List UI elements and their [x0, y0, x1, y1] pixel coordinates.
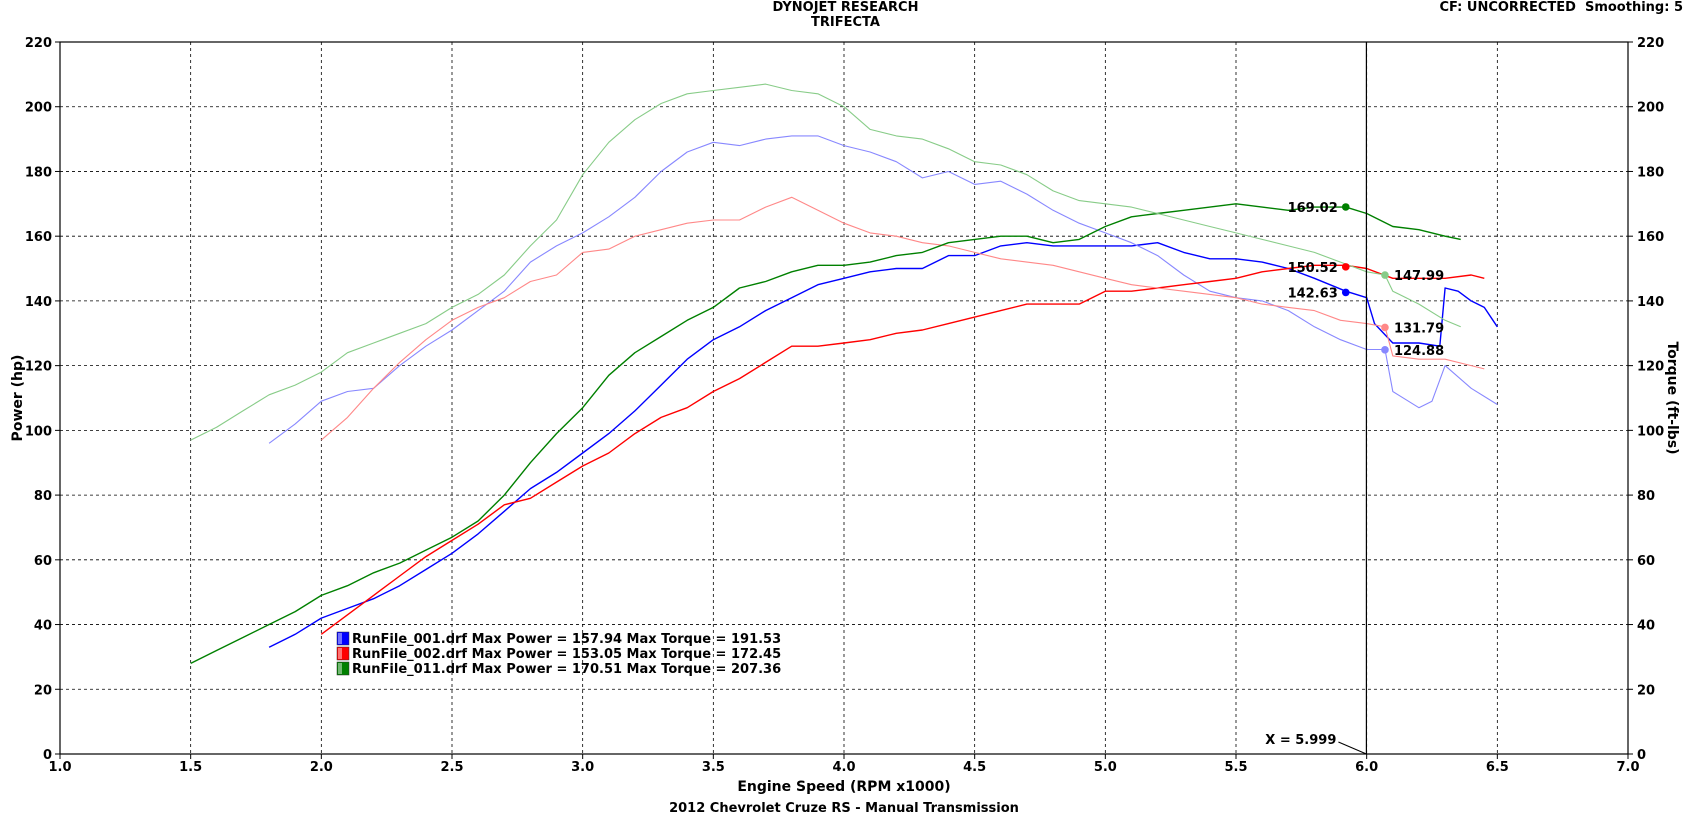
y-tick-label: 180 — [25, 165, 52, 180]
header-settings: CF: UNCORRECTED Smoothing: 5 — [1439, 0, 1683, 15]
cursor-value-label: 169.02 — [1288, 201, 1338, 216]
legend-swatch — [336, 646, 350, 661]
x-tick-label: 2.0 — [310, 760, 333, 775]
x-tick-label: 6.5 — [1486, 760, 1509, 775]
x-tick-label: 4.5 — [963, 760, 986, 775]
legend-swatch-highlight — [338, 663, 342, 674]
series-line-3-torque — [320, 196, 1485, 441]
series-line-5-torque — [190, 83, 1461, 441]
x-tick-label: 2.5 — [440, 760, 463, 775]
y2-tick-label: 140 — [1637, 295, 1664, 310]
cursor-value-label: 124.88 — [1394, 344, 1444, 359]
series-lines — [190, 83, 1498, 665]
cursor-markers: 169.02 150.52 142.63 147.99 131.79 124.88 — [1288, 201, 1445, 359]
y-tick-label: 0 — [43, 748, 52, 763]
cursor-marker — [1381, 271, 1389, 279]
legend-swatch-highlight — [338, 633, 342, 644]
cursor-marker — [1381, 323, 1389, 332]
x-tick-label: 7.0 — [1616, 760, 1639, 775]
header-company: DYNOJET RESEARCH — [772, 0, 919, 15]
footer-vehicle: 2012 Chevrolet Cruze RS - Manual Transmi… — [669, 801, 1019, 816]
y-tick-label: 200 — [25, 101, 52, 116]
y2-tick-labels: 0 20 40 60 80 100 120 140 160 180 200 220 — [1637, 36, 1664, 763]
y2-tick-label: 100 — [1637, 424, 1664, 439]
x-tick-label: 5.0 — [1094, 760, 1117, 775]
legend-entry: RunFile_011.drf Max Power = 170.51 Max T… — [352, 662, 781, 677]
y-tick-label: 160 — [25, 230, 52, 245]
y2-tick-label: 0 — [1637, 748, 1646, 763]
y2-tick-label: 220 — [1637, 36, 1664, 51]
x-tick-label: 3.5 — [702, 760, 725, 775]
y-tick-label: 120 — [25, 360, 52, 375]
y2-tick-label: 160 — [1637, 230, 1664, 245]
cursor-marker — [1341, 203, 1350, 211]
y2-tick-label: 60 — [1637, 554, 1655, 569]
cursor-value-label: 150.52 — [1288, 261, 1338, 276]
x-tick-label: 5.5 — [1224, 760, 1247, 775]
legend-entry: RunFile_001.drf Max Power = 157.94 Max T… — [352, 632, 781, 647]
legend-swatch-highlight — [338, 648, 342, 659]
y-tick-label: 20 — [34, 683, 52, 698]
legend-swatch — [336, 661, 350, 676]
x-axis-label: Engine Speed (RPM x1000) — [737, 779, 950, 795]
y-tick-label: 220 — [25, 36, 52, 51]
y2-tick-label: 20 — [1637, 683, 1655, 698]
y-tick-label: 80 — [34, 489, 52, 504]
y-tick-label: 100 — [25, 424, 52, 439]
x-tick-label: 3.0 — [571, 760, 594, 775]
cursor-pointer — [1338, 741, 1367, 755]
plot-frame — [59, 41, 1629, 755]
series-line-0-power — [268, 241, 1498, 648]
cursor-line-group: X = 5.999 — [1265, 42, 1368, 755]
x-tick-label: 1.5 — [179, 760, 202, 775]
cursor-marker — [1341, 263, 1350, 271]
x-tick-label: 4.0 — [832, 760, 855, 775]
x-tick-label: 6.0 — [1355, 760, 1378, 775]
y-tick-label: 60 — [34, 554, 52, 569]
y2-tick-label: 80 — [1637, 489, 1655, 504]
y-tick-label: 140 — [25, 295, 52, 310]
cursor-value-label: 131.79 — [1394, 321, 1444, 336]
cursor-marker — [1341, 288, 1350, 297]
y2-tick-label: 180 — [1637, 165, 1664, 180]
legend: RunFile_001.drf Max Power = 157.94 Max T… — [336, 631, 781, 677]
legend-entry: RunFile_002.drf Max Power = 153.05 Max T… — [352, 647, 781, 662]
y2-tick-label: 120 — [1637, 360, 1664, 375]
y2-axis-label: Torque (ft-lbs) — [1664, 341, 1680, 454]
cursor-marker — [1381, 346, 1389, 354]
series-line-2-power — [320, 264, 1485, 635]
cursor-value-label: 142.63 — [1288, 286, 1338, 301]
x-tick-labels: 1.0 1.5 2.0 2.5 3.0 3.5 4.0 4.5 5.0 5.5 6.0 6.5 7.0 — [48, 760, 1639, 775]
y2-tick-label: 200 — [1637, 101, 1664, 116]
header-product: TRIFECTA — [811, 15, 880, 30]
grid-lines — [55, 41, 1633, 759]
x-tick-label: 1.0 — [48, 760, 71, 775]
series-line-4-power — [190, 203, 1461, 665]
y-tick-label: 40 — [34, 619, 52, 634]
cursor-value-label: 147.99 — [1394, 269, 1444, 284]
y-tick-labels: 0 20 40 60 80 100 120 140 160 180 200 220 — [25, 36, 52, 763]
y2-tick-label: 40 — [1637, 619, 1655, 634]
series-line-1-torque — [268, 135, 1498, 444]
legend-swatch — [336, 631, 350, 646]
y-axis-label: Power (hp) — [10, 355, 26, 442]
cursor-label: X = 5.999 — [1265, 733, 1336, 748]
